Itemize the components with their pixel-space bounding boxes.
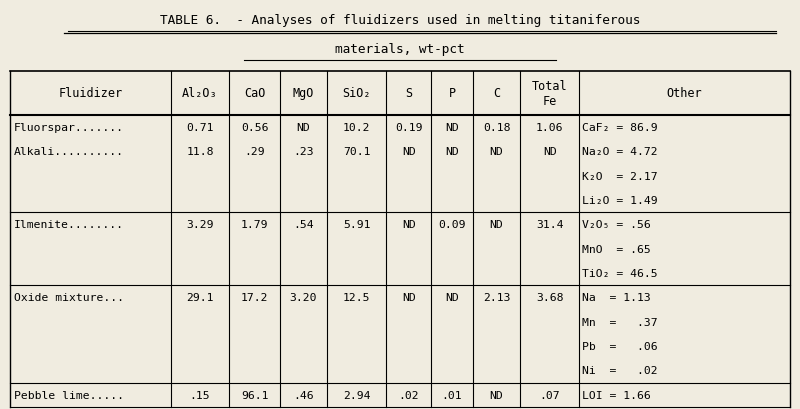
- Text: .23: .23: [293, 147, 314, 157]
- Text: Oxide mixture...: Oxide mixture...: [14, 292, 123, 303]
- Text: LOI = 1.66: LOI = 1.66: [582, 390, 651, 400]
- Text: 1.79: 1.79: [241, 220, 268, 230]
- Text: 2.94: 2.94: [343, 390, 370, 400]
- Text: ND: ND: [490, 220, 503, 230]
- Text: Pb  =   .06: Pb = .06: [582, 341, 658, 351]
- Text: 31.4: 31.4: [536, 220, 563, 230]
- Text: Al₂O₃: Al₂O₃: [182, 87, 218, 100]
- Text: MnO  = .65: MnO = .65: [582, 244, 651, 254]
- Text: C: C: [493, 87, 500, 100]
- Text: 70.1: 70.1: [343, 147, 370, 157]
- Text: Fluidizer: Fluidizer: [58, 87, 122, 100]
- Text: 12.5: 12.5: [343, 292, 370, 303]
- Text: .15: .15: [190, 390, 210, 400]
- Text: MgO: MgO: [293, 87, 314, 100]
- Text: TiO₂ = 46.5: TiO₂ = 46.5: [582, 268, 658, 278]
- Text: Mn  =   .37: Mn = .37: [582, 317, 658, 327]
- Text: 0.09: 0.09: [438, 220, 466, 230]
- Text: 3.68: 3.68: [536, 292, 563, 303]
- Text: SiO₂: SiO₂: [342, 87, 371, 100]
- Text: Na₂O = 4.72: Na₂O = 4.72: [582, 147, 658, 157]
- Text: Alkali..........: Alkali..........: [14, 147, 123, 157]
- Text: ND: ND: [402, 220, 415, 230]
- Text: Total
Fe: Total Fe: [532, 79, 567, 108]
- Text: 96.1: 96.1: [241, 390, 268, 400]
- Text: Li₂O = 1.49: Li₂O = 1.49: [582, 196, 658, 205]
- Text: materials, wt-pct: materials, wt-pct: [335, 43, 465, 56]
- Text: ND: ND: [445, 292, 459, 303]
- Text: 0.18: 0.18: [482, 122, 510, 133]
- Text: 1.06: 1.06: [536, 122, 563, 133]
- Text: 3.20: 3.20: [290, 292, 318, 303]
- Text: ND: ND: [402, 147, 415, 157]
- Text: 0.56: 0.56: [241, 122, 268, 133]
- Text: P: P: [448, 87, 455, 100]
- Text: V₂O₅ = .56: V₂O₅ = .56: [582, 220, 651, 230]
- Text: Ni  =   .02: Ni = .02: [582, 366, 658, 375]
- Text: CaF₂ = 86.9: CaF₂ = 86.9: [582, 122, 658, 133]
- Text: ND: ND: [490, 147, 503, 157]
- Text: 2.13: 2.13: [482, 292, 510, 303]
- Text: Fluorspar.......: Fluorspar.......: [14, 122, 123, 133]
- Text: 29.1: 29.1: [186, 292, 214, 303]
- Text: ND: ND: [402, 292, 415, 303]
- Text: Pebble lime.....: Pebble lime.....: [14, 390, 123, 400]
- Text: 17.2: 17.2: [241, 292, 268, 303]
- Text: .54: .54: [293, 220, 314, 230]
- Text: 5.91: 5.91: [343, 220, 370, 230]
- Text: ND: ND: [543, 147, 557, 157]
- Text: K₂O  = 2.17: K₂O = 2.17: [582, 171, 658, 181]
- Text: 3.29: 3.29: [186, 220, 214, 230]
- Text: .07: .07: [539, 390, 560, 400]
- Text: 0.71: 0.71: [186, 122, 214, 133]
- Text: .01: .01: [442, 390, 462, 400]
- Text: ND: ND: [445, 122, 459, 133]
- Text: .29: .29: [244, 147, 265, 157]
- Text: Other: Other: [666, 87, 702, 100]
- Text: CaO: CaO: [244, 87, 266, 100]
- Text: 0.19: 0.19: [395, 122, 422, 133]
- Text: S: S: [405, 87, 412, 100]
- Text: 11.8: 11.8: [186, 147, 214, 157]
- Text: TABLE 6.  - Analyses of fluidizers used in melting titaniferous: TABLE 6. - Analyses of fluidizers used i…: [160, 14, 640, 27]
- Text: ND: ND: [490, 390, 503, 400]
- Text: Ilmenite........: Ilmenite........: [14, 220, 123, 230]
- Text: .46: .46: [293, 390, 314, 400]
- Text: ND: ND: [445, 147, 459, 157]
- Text: 10.2: 10.2: [343, 122, 370, 133]
- Text: .02: .02: [398, 390, 419, 400]
- Text: Na  = 1.13: Na = 1.13: [582, 292, 651, 303]
- Text: ND: ND: [297, 122, 310, 133]
